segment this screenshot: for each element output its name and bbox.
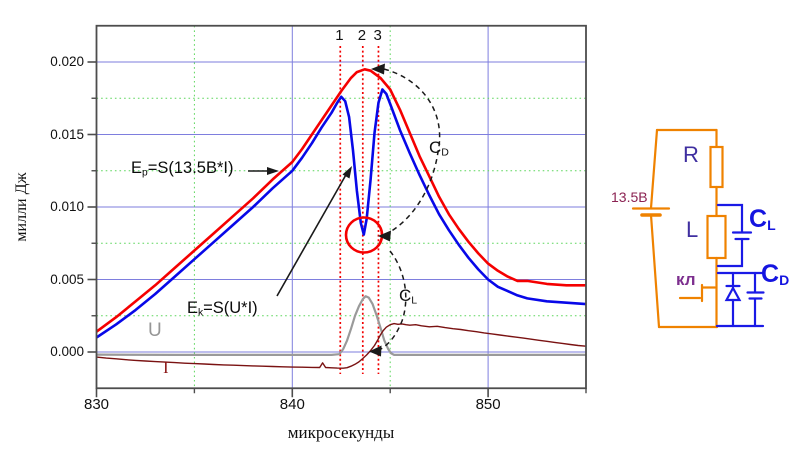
circuit-diagram [631,128,765,329]
cl-arc-arrowhead [369,345,382,357]
circuit-left-wire-lower [649,213,661,329]
series-curve-epsi [95,68,586,333]
axes-frame-layer [87,24,587,398]
cd-dashed-arc [383,68,441,234]
curves-layer [95,68,587,369]
resistor-icon [709,145,724,189]
circuit-left-wire-upper [649,128,659,210]
cap-load-top-wire [716,203,744,234]
ek-arrowhead [342,166,352,179]
capacitor-branches [715,203,765,328]
grid-layer [96,25,586,389]
cap-load-bottom-wire [716,237,744,268]
ep-arrowhead [267,167,279,175]
cd-arc-arrowhead-peak [371,63,385,75]
ek-arrow [276,172,348,297]
series-curve-u [96,295,586,356]
series-curve-i [96,322,587,369]
cd-arc-arrowhead-dip [378,230,391,242]
annotation-layer [248,63,441,357]
cl-dashed-arc [380,250,407,350]
diode-triangle-icon [724,285,742,302]
series-curve-eksui [95,88,587,339]
inductor-icon [706,214,727,260]
